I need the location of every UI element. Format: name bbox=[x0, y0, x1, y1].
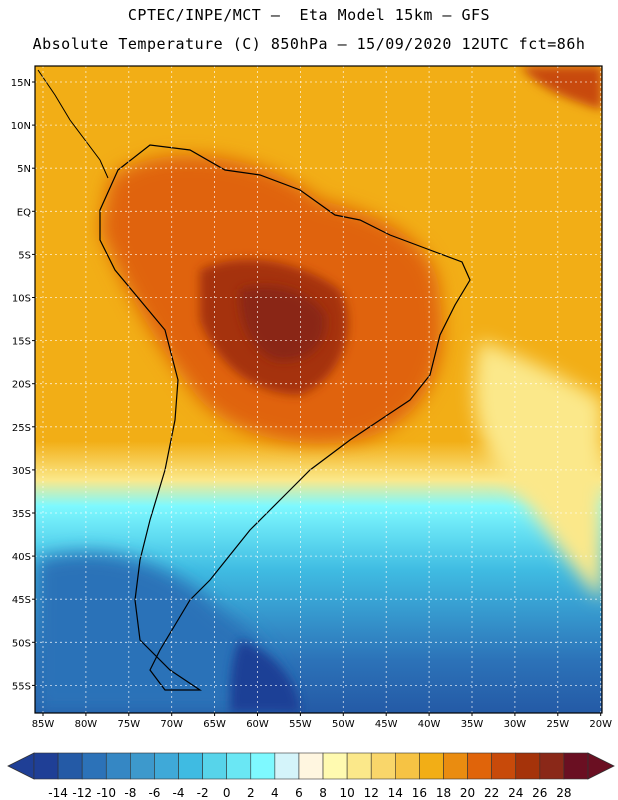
colorbar-level-label: 16 bbox=[412, 786, 427, 800]
lon-label: 85W bbox=[32, 719, 55, 730]
lat-label: 20S bbox=[12, 380, 31, 391]
lat-label: 40S bbox=[12, 552, 31, 563]
lat-label: 45S bbox=[12, 595, 31, 606]
colorbar-level-label: 26 bbox=[532, 786, 547, 800]
lat-label: 5S bbox=[18, 250, 31, 261]
colorbar: -14 -12 -10 -8 -6 -4 -2 0 2 4 6 8 10 12 14 16 18 20 22 24 26… bbox=[7, 752, 615, 800]
northeast-warm-patch bbox=[520, 66, 602, 110]
colorbar-level-label: 20 bbox=[460, 786, 475, 800]
colorbar-level-label: -6 bbox=[148, 786, 160, 800]
colorbar-level-label: 4 bbox=[271, 786, 279, 800]
colorbar-swatch bbox=[154, 752, 179, 780]
lon-label: 30W bbox=[504, 719, 527, 730]
lon-label: 55W bbox=[289, 719, 312, 730]
colorbar-swatch bbox=[57, 752, 83, 780]
lat-label: EQ bbox=[17, 207, 31, 218]
colorbar-swatch bbox=[33, 752, 59, 780]
coldest-south-core bbox=[230, 640, 300, 713]
colorbar-swatch bbox=[178, 752, 203, 780]
colorbar-swatch bbox=[370, 752, 396, 780]
colorbar-level-label: 14 bbox=[388, 786, 403, 800]
temperature-field bbox=[35, 66, 602, 713]
lat-label: 50S bbox=[12, 638, 31, 649]
lat-label: 30S bbox=[12, 466, 31, 477]
colorbar-swatch bbox=[226, 752, 252, 780]
colorbar-level-label: -12 bbox=[72, 786, 92, 800]
lon-label: 65W bbox=[203, 719, 226, 730]
colorbar-level-label: 8 bbox=[319, 786, 327, 800]
colorbar-level-label: -2 bbox=[197, 786, 209, 800]
colorbar-level-label: 2 bbox=[247, 786, 255, 800]
hottest-core-region bbox=[239, 286, 326, 361]
colorbar-level-label: 24 bbox=[508, 786, 523, 800]
lat-label: 55S bbox=[12, 681, 31, 692]
lat-label: 35S bbox=[12, 509, 31, 520]
lat-label: 15S bbox=[12, 337, 31, 348]
lon-label: 50W bbox=[332, 719, 355, 730]
colorbar-swatch bbox=[322, 752, 348, 780]
map-frame bbox=[34, 65, 603, 714]
lon-label: 60W bbox=[246, 719, 269, 730]
colorbar-swatch bbox=[202, 752, 227, 780]
chart-title-line-1: CPTEC/INPE/MCT – Eta Model 15km – GFS bbox=[127, 6, 491, 24]
colorbar-swatch bbox=[250, 752, 276, 780]
lon-label: 25W bbox=[546, 719, 569, 730]
colorbar-level-label: -14 bbox=[48, 786, 68, 800]
lat-label: 10S bbox=[12, 294, 31, 305]
colorbar-level-label: 22 bbox=[484, 786, 499, 800]
central-america-outline bbox=[37, 69, 109, 179]
lon-label: 20W bbox=[589, 719, 612, 730]
colorbar-swatch bbox=[105, 752, 131, 780]
lon-label: 75W bbox=[117, 719, 140, 730]
colorbar-level-label: 12 bbox=[364, 786, 379, 800]
colorbar-level-label: 0 bbox=[223, 786, 231, 800]
colorbar-level-label: 6 bbox=[295, 786, 303, 800]
colorbar-swatch bbox=[81, 752, 107, 780]
colorbar-left-arrow bbox=[7, 752, 35, 780]
lat-label: 10N bbox=[11, 121, 31, 132]
colorbar-swatch bbox=[563, 752, 589, 780]
colorbar-swatch bbox=[491, 752, 517, 780]
lon-label: 45W bbox=[375, 719, 398, 730]
lat-label: 5N bbox=[17, 164, 31, 175]
lon-label: 70W bbox=[160, 719, 183, 730]
lat-label: 15N bbox=[11, 78, 31, 89]
colorbar-level-label: -10 bbox=[96, 786, 116, 800]
latitude-labels: 15N 10N 5N EQ 5S 10S 15S 20S 25S 30S 35S 40S 45S 50S 5… bbox=[11, 78, 35, 692]
colorbar-right-arrow bbox=[587, 752, 615, 780]
colorbar-swatch bbox=[274, 752, 300, 780]
colorbar-swatch bbox=[419, 752, 444, 780]
colorbar-swatch bbox=[298, 752, 324, 780]
longitude-labels: 85W 80W 75W 70W 65W 60W 55W 50W 45W 40W 35W 30W 25W 2… bbox=[32, 713, 612, 730]
colorbar-swatch bbox=[515, 752, 541, 780]
cold-south-pool bbox=[35, 552, 288, 713]
colorbar-swatch bbox=[443, 752, 468, 780]
colorbar-swatch bbox=[130, 752, 155, 780]
colorbar-swatch bbox=[395, 752, 420, 780]
colorbar-level-label: -4 bbox=[173, 786, 185, 800]
lon-label: 40W bbox=[418, 719, 441, 730]
lat-label: 25S bbox=[12, 423, 31, 434]
colorbar-level-label: 28 bbox=[556, 786, 571, 800]
colorbar-level-label: 18 bbox=[436, 786, 451, 800]
colorbar-swatch bbox=[467, 752, 492, 780]
east-ocean-warm-band bbox=[474, 340, 602, 600]
lon-label: 35W bbox=[461, 719, 484, 730]
colorbar-swatch bbox=[539, 752, 565, 780]
colorbar-swatch bbox=[346, 752, 372, 780]
chart-title-line-2: Absolute Temperature (C) 850hPa – 15/09/… bbox=[32, 35, 586, 53]
colorbar-level-label: -8 bbox=[124, 786, 136, 800]
lon-label: 80W bbox=[75, 719, 98, 730]
colorbar-level-label: 10 bbox=[339, 786, 354, 800]
